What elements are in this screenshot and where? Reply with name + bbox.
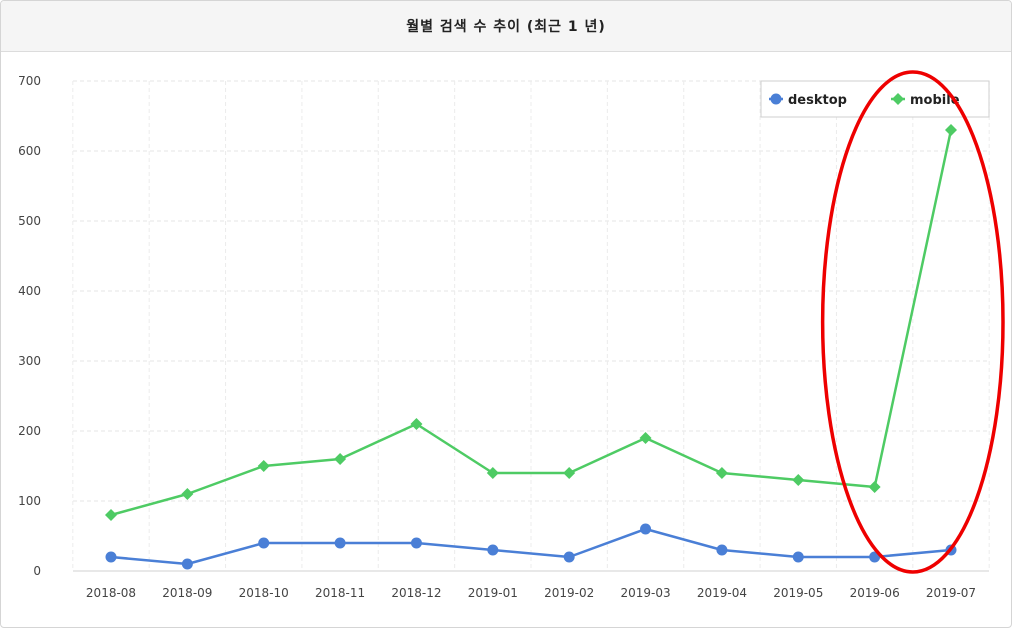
legend-diamond-icon xyxy=(892,93,904,105)
x-tick-label: 2019-01 xyxy=(468,586,518,600)
data-point-mobile[interactable] xyxy=(181,488,194,500)
data-point-mobile[interactable] xyxy=(486,467,499,479)
series-line-desktop xyxy=(110,527,952,566)
x-tick-label: 2019-03 xyxy=(620,586,670,600)
legend-box xyxy=(760,80,990,118)
y-tick-label: 100 xyxy=(18,494,41,508)
data-point-desktop[interactable] xyxy=(716,544,728,556)
y-tick-label: 200 xyxy=(18,424,41,438)
y-tick-label: 400 xyxy=(18,284,41,298)
data-point-mobile[interactable] xyxy=(715,467,728,479)
data-point-mobile[interactable] xyxy=(257,460,270,472)
annotation xyxy=(820,70,1005,574)
data-point-desktop[interactable] xyxy=(640,523,652,535)
data-point-desktop[interactable] xyxy=(410,537,422,549)
y-tick-label: 600 xyxy=(18,144,41,158)
x-tick-label: 2018-08 xyxy=(86,586,136,600)
data-point-desktop[interactable] xyxy=(258,537,270,549)
x-tick-label: 2019-02 xyxy=(544,586,594,600)
data-point-mobile[interactable] xyxy=(410,418,423,430)
data-point-mobile[interactable] xyxy=(868,481,881,493)
legend-circle-icon xyxy=(770,93,782,105)
x-tick-label: 2019-05 xyxy=(773,586,823,600)
legend-label: desktop xyxy=(788,93,847,108)
legend[interactable]: desktop mobile xyxy=(760,80,990,118)
y-tick-label: 700 xyxy=(18,74,41,88)
data-point-mobile[interactable] xyxy=(334,453,347,465)
x-tick-label: 2018-11 xyxy=(315,586,365,600)
data-point-desktop[interactable] xyxy=(334,537,346,549)
x-tick-label: 2018-09 xyxy=(162,586,212,600)
data-point-desktop[interactable] xyxy=(105,551,117,563)
x-axis-ticks: 2018-08 2018-09 2018-10 2018-11 2018-12 2019-… xyxy=(86,586,976,600)
legend-item-mobile[interactable]: mobile xyxy=(891,93,960,108)
x-tick-label: 2019-06 xyxy=(850,586,900,600)
data-point-mobile[interactable] xyxy=(945,124,957,136)
y-tick-label: 300 xyxy=(18,354,41,368)
data-point-desktop[interactable] xyxy=(792,551,804,563)
data-point-mobile[interactable] xyxy=(792,474,805,486)
data-point-mobile[interactable] xyxy=(639,432,652,444)
y-tick-label: 500 xyxy=(18,214,41,228)
panel-title: 월별 검색 수 추이 (최근 1 년) xyxy=(1,1,1011,52)
x-tick-label: 2019-07 xyxy=(926,586,976,600)
legend-item-desktop[interactable]: desktop xyxy=(769,93,847,108)
data-point-mobile[interactable] xyxy=(563,467,576,479)
y-tick-label: 0 xyxy=(33,564,41,578)
series-line-mobile xyxy=(110,129,953,517)
x-tick-label: 2019-04 xyxy=(697,586,747,600)
data-point-desktop[interactable] xyxy=(487,544,499,556)
highlight-ellipse xyxy=(820,70,1005,574)
series-group xyxy=(105,124,957,570)
data-point-mobile[interactable] xyxy=(105,509,117,521)
x-tick-label: 2018-10 xyxy=(239,586,289,600)
y-axis-ticks: 0 100 200 300 400 500 600 700 xyxy=(18,74,41,578)
data-point-desktop[interactable] xyxy=(563,551,575,563)
legend-label: mobile xyxy=(910,93,960,108)
x-tick-label: 2018-12 xyxy=(391,586,441,600)
grid xyxy=(72,80,990,572)
data-point-desktop[interactable] xyxy=(181,558,193,570)
